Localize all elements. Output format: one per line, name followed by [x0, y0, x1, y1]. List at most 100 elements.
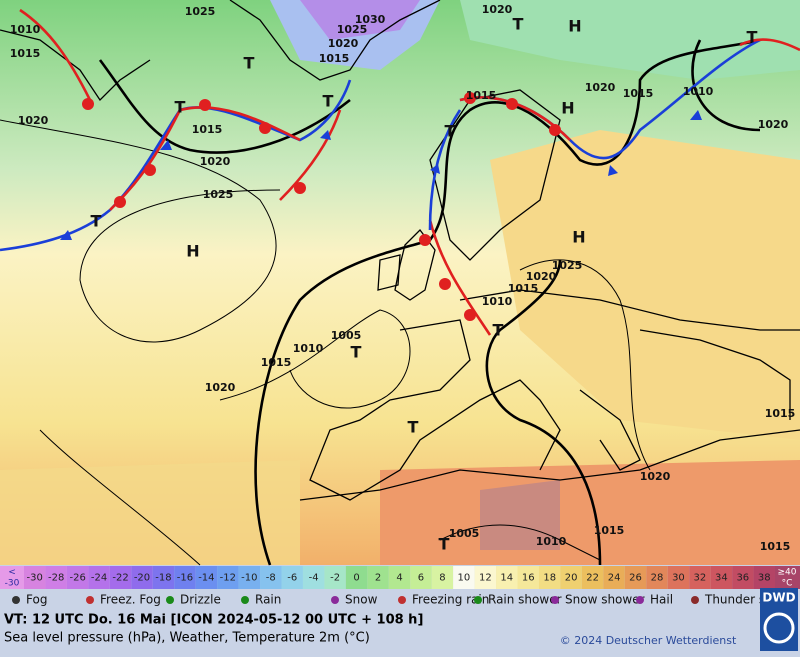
colorbar-cell: [560, 566, 582, 589]
isobar-label: 1025: [337, 23, 368, 36]
isobar-label: 1015: [192, 123, 223, 136]
colorbar-label: -4: [309, 573, 319, 584]
legend-symbol: [551, 596, 559, 604]
colorbar-label: 10: [458, 573, 471, 584]
colorbar-cell: [775, 566, 800, 589]
colorbar-cell: [260, 566, 282, 589]
colorbar-cell: [517, 566, 539, 589]
isobar-label: 1010: [293, 342, 324, 355]
colorbar-cell: [667, 566, 690, 589]
colorbar-label: -28: [48, 573, 64, 584]
isobar-label: 1015: [760, 540, 791, 553]
colorbar-cell: [281, 566, 303, 589]
isobar-label: 1020: [328, 37, 359, 50]
legend-label: Fog: [26, 593, 47, 607]
isobar-label: 1020: [526, 270, 557, 283]
legend-label: Rain shower: [488, 593, 562, 607]
colorbar-cell: [367, 566, 389, 589]
isobar-label: 1015: [765, 407, 796, 420]
colorbar-cell: [431, 566, 454, 589]
colorbar-cell: [238, 566, 261, 589]
isobar-label: 1015: [261, 356, 292, 369]
legend-label: Rain: [255, 593, 281, 607]
pressure-center: T: [351, 343, 362, 362]
legend-label: Hail: [650, 593, 673, 607]
colorbar-label: 14: [500, 573, 513, 584]
isobar-label: 1010: [10, 23, 41, 36]
pressure-center: T: [323, 92, 334, 111]
colorbar-cell: [581, 566, 604, 589]
colorbar-label: -18: [155, 573, 171, 584]
logo-text: DWD: [762, 591, 795, 605]
legend-label: Freez. Fog: [100, 593, 161, 607]
colorbar-label: -14: [198, 573, 214, 584]
isobar-label: 1015: [10, 47, 41, 60]
colorbar-cell: [45, 566, 67, 589]
colorbar-label: -30: [27, 573, 43, 584]
isobar-label: 1015: [594, 524, 625, 537]
isobar-label: 1020: [758, 118, 789, 131]
isobar-label: 1020: [205, 381, 236, 394]
colorbar-label: 30: [672, 573, 685, 584]
isobar-label: 1020: [482, 3, 513, 16]
colorbar-cell: [646, 566, 668, 589]
colorbar-label: 26: [629, 573, 642, 584]
colorbar: <-30 -30 -28 -26 -24 -22 -20 -18 -16 -14 -12 -10 -8-…: [0, 566, 800, 589]
colorbar-label: -26: [69, 573, 85, 584]
colorbar-cell: [195, 566, 218, 589]
colorbar-cell: [24, 566, 46, 589]
colorbar-cell: [302, 566, 325, 589]
colorbar-cell: [345, 566, 368, 589]
pressure-center: T: [91, 212, 102, 231]
colorbar-label: 0: [353, 573, 359, 584]
colorbar-cell: [0, 566, 24, 589]
legend-label: Drizzle: [180, 593, 221, 607]
colorbar-label: 34: [715, 573, 728, 584]
colorbar-cell: [88, 566, 110, 589]
colorbar-cell: [66, 566, 89, 589]
colorbar-cell: [474, 566, 497, 589]
colorbar-cell: [410, 566, 432, 589]
colorbar-label: 4: [396, 573, 402, 584]
colorbar-cell: [324, 566, 346, 589]
legend-label: Snow: [345, 593, 378, 607]
isobar-label: 1010: [482, 295, 513, 308]
legend-symbol: [691, 596, 699, 604]
colorbar-label: 16: [522, 573, 535, 584]
isobar-label: 1020: [200, 155, 231, 168]
colorbar-cell: [217, 566, 239, 589]
legend-symbol: [398, 596, 406, 604]
legend-symbol: [474, 596, 482, 604]
colorbar-cell: [732, 566, 754, 589]
description: Sea level pressure (hPa), Weather, Tempe…: [4, 631, 370, 646]
pressure-center: H: [572, 228, 585, 247]
colorbar-label: ≥40: [778, 568, 797, 578]
pressure-center: T: [175, 98, 186, 117]
colorbar-label: 24: [608, 573, 621, 584]
legend-symbol: [636, 596, 644, 604]
isobar-label: 1030: [355, 13, 386, 26]
colorbar-label: 6: [418, 573, 424, 584]
colorbar-cell: [710, 566, 733, 589]
colorbar-cell: [174, 566, 196, 589]
colorbar-cell: [388, 566, 411, 589]
colorbar-label: -10: [241, 573, 257, 584]
colorbar-label: 22: [586, 573, 599, 584]
legend-symbol: [166, 596, 174, 604]
colorbar-label: 18: [543, 573, 556, 584]
colorbar-label: -2: [330, 573, 340, 584]
pressure-center: H: [186, 242, 199, 261]
colorbar-label: 20: [565, 573, 578, 584]
colorbar-label: 12: [479, 573, 492, 584]
isobar-label: 1025: [185, 5, 216, 18]
pressure-center: H: [568, 17, 581, 36]
isobar-label: 1015: [508, 282, 539, 295]
colorbar-label: <: [8, 568, 16, 578]
colorbar-cell: [538, 566, 561, 589]
legend-symbol: [12, 596, 20, 604]
pressure-center: T: [408, 418, 419, 437]
legend-label: Snow shower: [565, 593, 645, 607]
colorbar-label: -20: [134, 573, 150, 584]
isobar-label: 1015: [466, 89, 497, 102]
